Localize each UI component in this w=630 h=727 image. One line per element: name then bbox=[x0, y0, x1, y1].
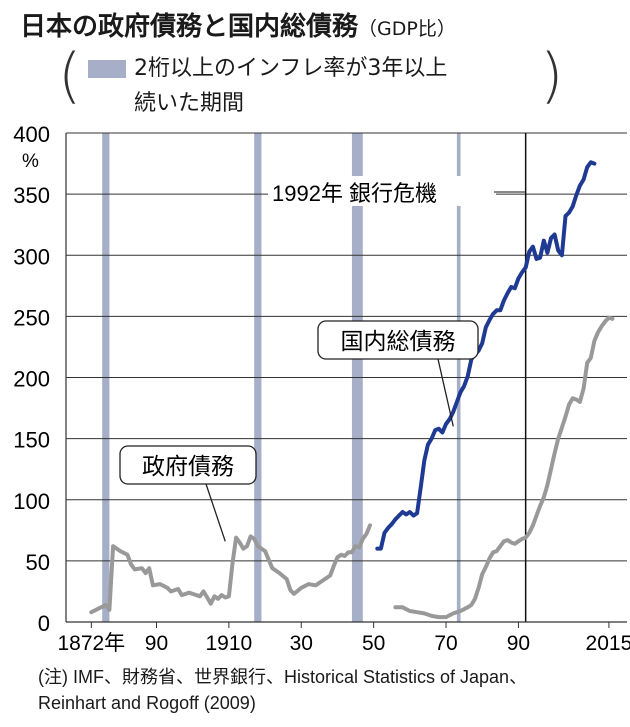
callout-pointer-1 bbox=[437, 358, 454, 427]
x-tick-label-1950: 50 bbox=[362, 632, 385, 655]
source-note-line1: (注) IMF、財務省、世界銀行、Historical Statistics o… bbox=[38, 667, 528, 687]
series-line-2 bbox=[375, 160, 597, 551]
legend-swatch-inflation bbox=[88, 60, 126, 78]
x-tick-label-1872: 1872年 bbox=[57, 632, 125, 655]
y-tick-label-350: 350 bbox=[13, 183, 50, 208]
chart-title-text: 日本の政府債務と国内総債務 bbox=[20, 12, 359, 42]
x-tick-label-1990: 90 bbox=[507, 632, 530, 655]
legend-label-line2: 続いた期間 bbox=[134, 91, 245, 116]
y-tick-label-150: 150 bbox=[13, 428, 50, 453]
x-tick-label-1930: 30 bbox=[290, 632, 313, 655]
callout-box-0 bbox=[119, 445, 257, 485]
y-tick-label-200: 200 bbox=[13, 367, 50, 392]
callout-label-1: 国内総債務 bbox=[341, 328, 456, 354]
x-tick-label-1890: 90 bbox=[145, 632, 168, 655]
event-label-bg bbox=[268, 176, 496, 206]
chart-title: 日本の政府債務と国内総債務（GDP比） bbox=[20, 6, 456, 43]
series-line-1 bbox=[393, 315, 615, 620]
legend-bracket-right: ) bbox=[540, 41, 564, 111]
y-tick-label-0: 0 bbox=[38, 611, 50, 636]
x-tick-label-2015: 2015 bbox=[586, 632, 630, 655]
chart-plot: 0 50 100 150 200 250 300 350 400% 1872年 90 1910 30 50… bbox=[13, 122, 630, 655]
y-tick-label-400: 400 bbox=[13, 122, 50, 147]
source-note: (注) IMF、財務省、世界銀行、Historical Statistics o… bbox=[38, 664, 527, 716]
legend-label-line1: 2桁以上のインフレ率が3年以上 bbox=[134, 56, 448, 81]
callout-pointer-0 bbox=[205, 483, 226, 542]
x-tick-label-1910: 1910 bbox=[206, 632, 253, 655]
chart-title-unit: （GDP比） bbox=[358, 18, 456, 40]
event-label: 1992年 銀行危機 bbox=[272, 181, 437, 206]
legend-bracket-left: ( bbox=[58, 41, 82, 111]
y-tick-label-50: 50 bbox=[26, 550, 50, 575]
callout-box-1 bbox=[317, 320, 479, 360]
source-note-line2: Reinhart and Rogoff (2009) bbox=[38, 693, 256, 713]
y-axis-unit: % bbox=[22, 151, 39, 172]
x-tick-label-1970: 70 bbox=[434, 632, 457, 655]
y-tick-label-300: 300 bbox=[13, 244, 50, 269]
series-line-0 bbox=[89, 523, 372, 615]
y-tick-label-250: 250 bbox=[13, 305, 50, 330]
y-tick-label-100: 100 bbox=[13, 489, 50, 514]
callout-label-0: 政府債務 bbox=[142, 453, 234, 479]
